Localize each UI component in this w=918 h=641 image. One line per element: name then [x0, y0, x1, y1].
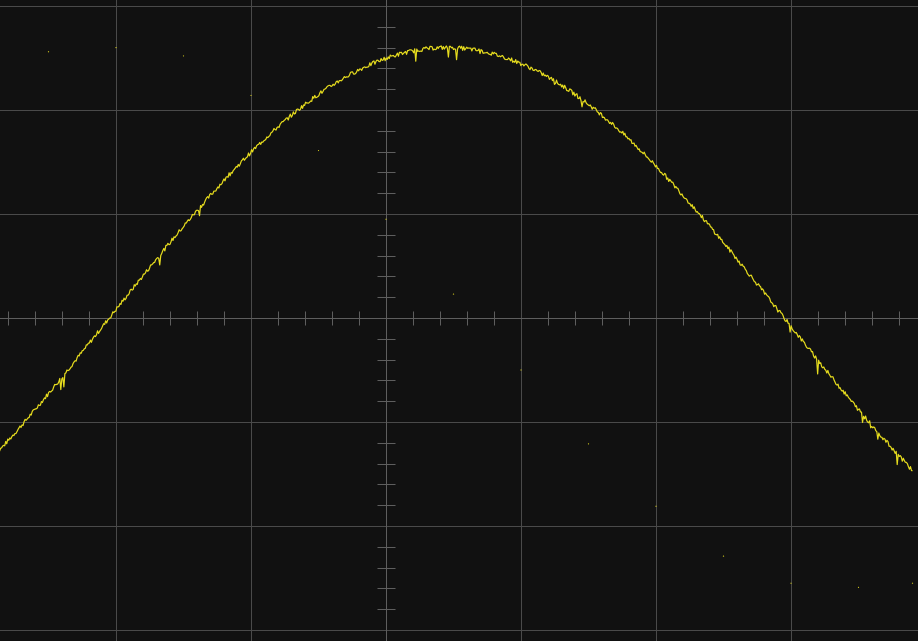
trace-point [857, 586, 860, 588]
trace-point [115, 47, 117, 49]
trace-group [0, 45, 914, 588]
trace-point [182, 55, 185, 57]
trace-point [655, 505, 657, 507]
trace-point [520, 369, 522, 371]
trace-point [317, 149, 320, 152]
trace-point [385, 218, 387, 220]
trace-point [587, 443, 590, 445]
trace-point [911, 582, 914, 584]
trace-point [722, 555, 725, 557]
trace-point [452, 293, 455, 295]
trace-point [47, 51, 50, 53]
trace-point [250, 94, 252, 97]
trace-point [790, 582, 792, 584]
signal-trace [0, 45, 913, 472]
